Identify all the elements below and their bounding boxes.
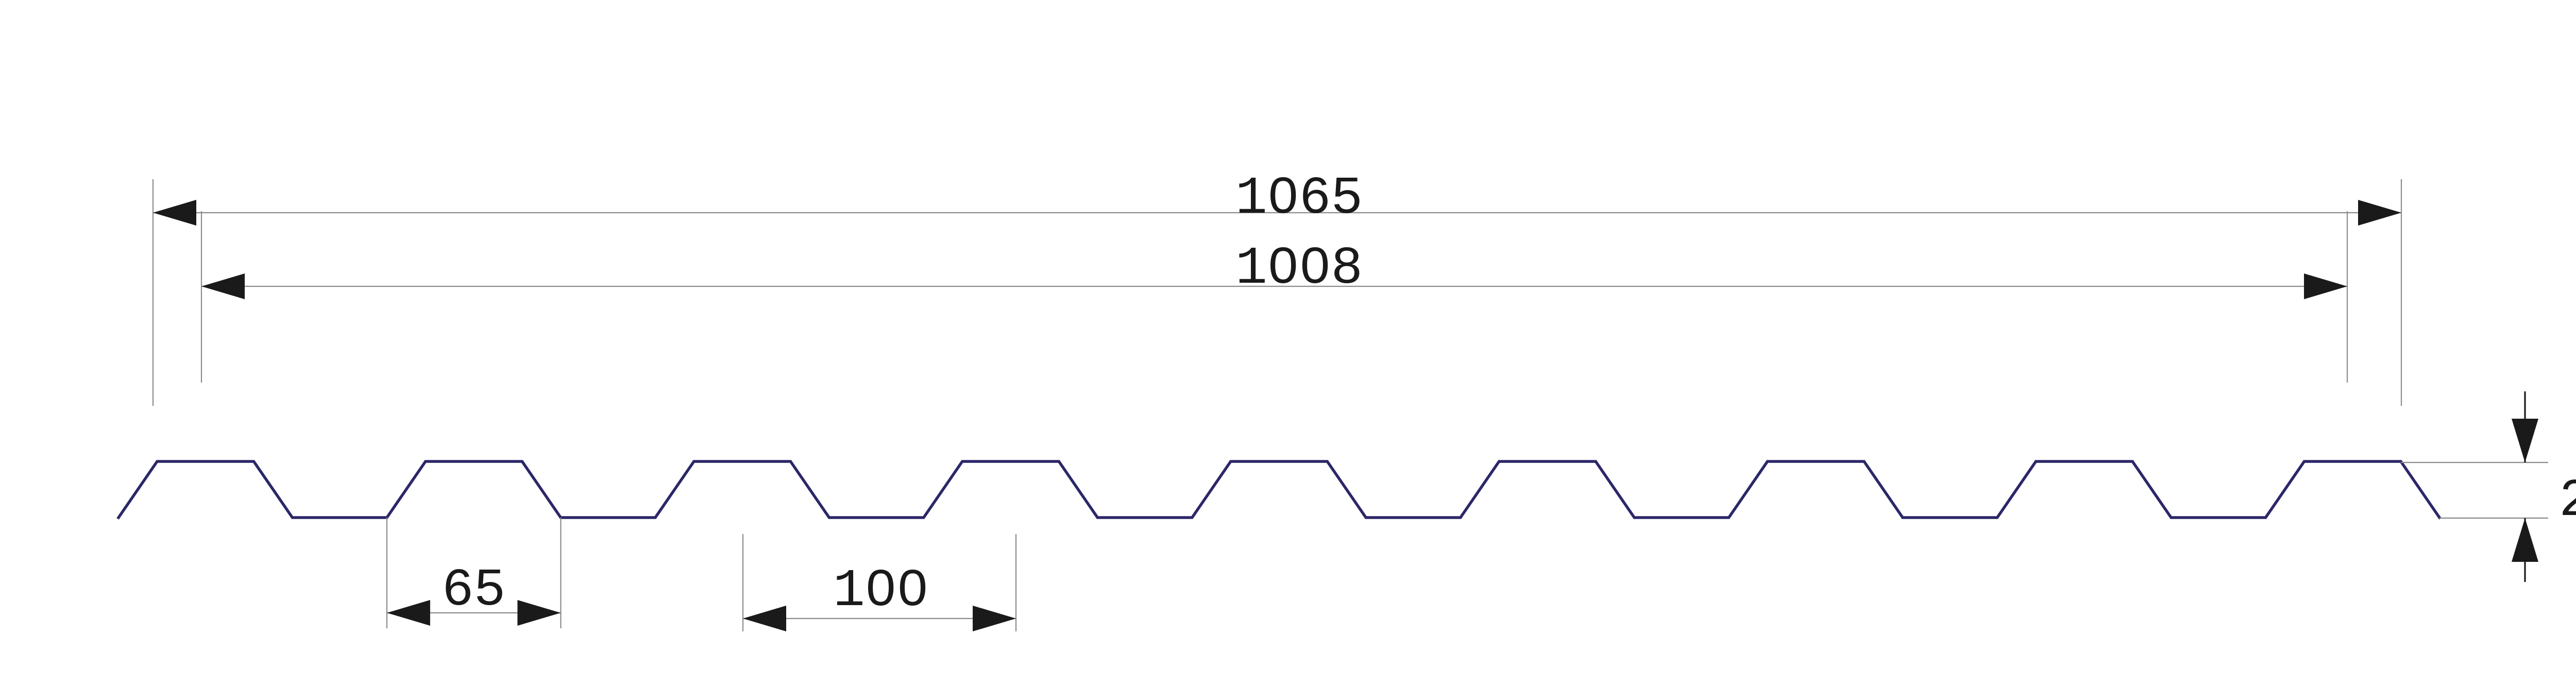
svg-text:1065: 1065 bbox=[1235, 168, 1363, 229]
svg-text:1008: 1008 bbox=[1235, 238, 1363, 299]
svg-text:21: 21 bbox=[2559, 471, 2576, 531]
svg-text:65: 65 bbox=[442, 560, 506, 621]
